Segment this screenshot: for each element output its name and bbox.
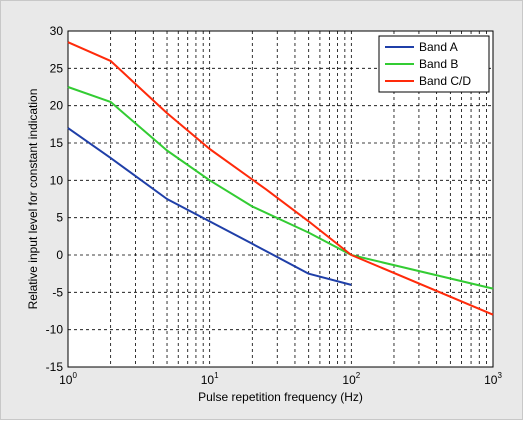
x-tick-label: 100 (59, 371, 77, 387)
y-tick-label: 20 (50, 99, 64, 113)
y-axis-label: Relative input level for constant indica… (26, 89, 40, 310)
grid (68, 31, 493, 367)
plot-frame (67, 30, 494, 368)
y-tick-label: 0 (56, 248, 63, 262)
y-tick-label: 5 (56, 211, 63, 225)
x-tick-label: 101 (201, 371, 219, 387)
y-tick-label: -5 (52, 285, 63, 299)
series-line-1 (67, 127, 352, 286)
x-axis-label: Pulse repetition frequency (Hz) (198, 390, 363, 404)
x-tick-label: 102 (342, 371, 360, 387)
y-tick-label: -15 (46, 360, 64, 374)
x-tick-label: 103 (484, 371, 502, 387)
legend-label: Band A (419, 40, 458, 54)
series-line-2 (67, 86, 494, 290)
axis-ticks: -15 -10 -5 0 5 10 15 20 25 30 100 101 102 103 (46, 24, 503, 387)
y-tick-label: 15 (50, 136, 64, 150)
y-tick-label: 30 (50, 24, 64, 38)
legend: Band A Band B Band C/D (378, 35, 490, 93)
legend-label: Band C/D (419, 74, 471, 88)
series-line-3 (67, 41, 494, 316)
y-tick-label: -10 (46, 323, 64, 337)
y-tick-label: 10 (50, 173, 64, 187)
series-lines (67, 41, 494, 316)
y-tick-label: 25 (50, 61, 64, 75)
legend-label: Band B (419, 57, 458, 71)
